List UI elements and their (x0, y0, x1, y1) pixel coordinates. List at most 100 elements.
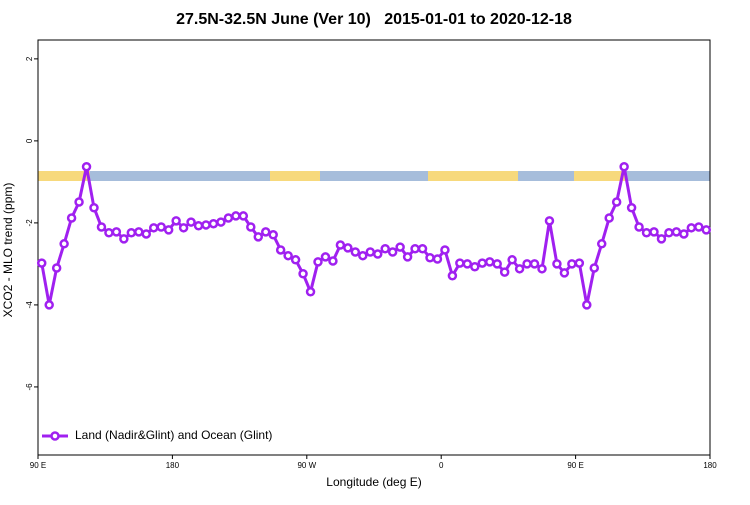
data-point (395, 242, 405, 252)
data-point (552, 259, 562, 269)
data-point (499, 267, 510, 277)
data-point (275, 245, 286, 255)
x-tick-label: 180 (166, 461, 180, 470)
data-point (358, 250, 368, 261)
data-point (447, 271, 458, 281)
data-point (328, 256, 338, 266)
data-point (567, 259, 577, 269)
data-point (290, 255, 301, 265)
data-point (410, 243, 420, 254)
data-point (694, 222, 704, 232)
data-point (66, 213, 77, 223)
data-point (246, 222, 256, 232)
y-tick-label: -6 (25, 383, 34, 391)
data-point (544, 216, 555, 226)
data-point (596, 239, 607, 249)
data-point (462, 259, 473, 269)
data-point (313, 257, 323, 267)
data-point (343, 243, 353, 253)
data-point (664, 227, 674, 238)
data-point (477, 258, 488, 268)
data-point (589, 263, 600, 273)
data-point (208, 218, 219, 229)
land-strip (574, 171, 626, 181)
data-point (559, 268, 570, 278)
data-point (529, 259, 540, 269)
x-tick-label: 90 E (567, 461, 583, 470)
data-point (365, 247, 376, 257)
data-point (268, 230, 278, 240)
data-point (216, 217, 226, 227)
data-point (641, 227, 652, 238)
data-point (171, 216, 181, 226)
data-point (350, 247, 361, 257)
data-point (537, 264, 547, 274)
legend-label: Land (Nadir&Glint) and Ocean (Glint) (75, 428, 272, 442)
data-point (656, 234, 667, 244)
data-point (417, 243, 428, 254)
data-point (193, 221, 204, 231)
data-point (96, 222, 107, 232)
data-point (163, 225, 174, 235)
data-point (686, 223, 697, 233)
data-point (671, 227, 682, 237)
data-point (611, 197, 622, 207)
y-tick-label: -4 (25, 301, 34, 309)
data-point (492, 259, 502, 269)
data-point (335, 240, 346, 250)
data-point (148, 223, 159, 233)
plot-frame (37, 39, 711, 456)
data-point (402, 252, 413, 262)
data-point (455, 258, 465, 268)
data-point (59, 239, 69, 249)
land-strip (270, 171, 320, 181)
data-point (679, 229, 689, 239)
data-point (320, 252, 331, 262)
data-point (626, 202, 637, 213)
y-axis-label: XCO2 - MLO trend (ppm) (1, 183, 15, 318)
data-point (201, 220, 211, 230)
land-strip (38, 171, 90, 181)
data-point (701, 225, 712, 235)
data-point (298, 268, 308, 279)
data-point (119, 234, 129, 244)
x-tick-label: 90 E (30, 461, 46, 470)
x-tick-label: 90 W (297, 461, 316, 470)
data-point (634, 222, 644, 232)
land-strip (428, 171, 518, 181)
data-point (238, 211, 249, 221)
data-point (156, 222, 166, 232)
data-point (440, 245, 450, 255)
map-strip (38, 171, 710, 181)
chart-title: 27.5N-32.5N June (Ver 10) 2015-01-01 to … (176, 11, 572, 28)
x-axis-label: Longitude (deg E) (326, 475, 421, 489)
data-point (141, 229, 152, 239)
data-point (260, 227, 271, 237)
data-point (649, 227, 659, 237)
data-point (81, 161, 92, 172)
data-point (574, 258, 585, 268)
data-point (582, 300, 592, 310)
data-point (305, 287, 316, 297)
y-tick-label: 0 (25, 138, 34, 143)
data-point (507, 255, 517, 265)
data-point (484, 257, 495, 267)
data-point (104, 227, 114, 238)
data-point (470, 262, 480, 272)
data-point (51, 263, 62, 273)
data-point (44, 300, 54, 310)
data-point (74, 197, 84, 207)
data-point (619, 161, 629, 172)
data-point (178, 223, 189, 233)
data-point (186, 217, 196, 227)
data-point (283, 250, 293, 261)
data-point (231, 211, 241, 221)
data-point (432, 254, 443, 264)
data-point (89, 202, 99, 213)
y-tick-label: -2 (25, 219, 34, 227)
data-point (387, 247, 398, 257)
legend-marker (50, 431, 60, 441)
data-point (111, 227, 122, 237)
